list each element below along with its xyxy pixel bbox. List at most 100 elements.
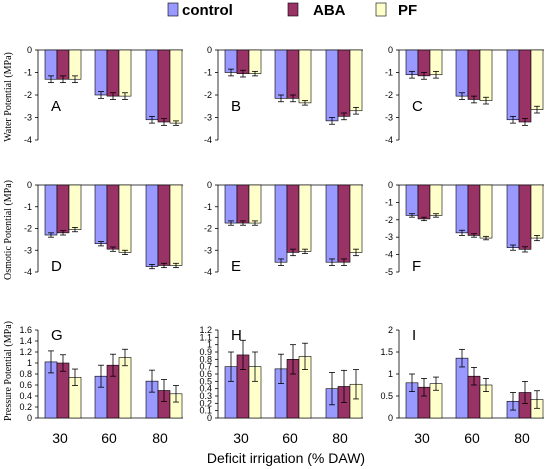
bar-aba-30: [56, 184, 70, 234]
bar-pf-60: [118, 357, 132, 419]
y-tick-label: -2: [204, 90, 212, 100]
x-cat-80-col1: 80: [152, 430, 168, 446]
y-tick-label: 0.6: [199, 369, 212, 379]
y-tick-label: -1: [204, 202, 212, 212]
legend-swatch-aba: [287, 2, 299, 17]
bar-control-80: [325, 49, 339, 122]
panel-letter-a: A: [51, 98, 61, 115]
bar-pf-80: [169, 184, 183, 266]
bar-control-60: [94, 184, 108, 245]
panel-letter-f: F: [412, 258, 421, 275]
y-tick-label: 1: [207, 340, 212, 350]
bar-control-80: [506, 184, 520, 248]
y-tick-label: 1.2: [19, 347, 32, 357]
y-tick-label: 0.8: [199, 354, 212, 364]
y-tick-label: -2: [385, 215, 393, 225]
bar-aba-80: [518, 184, 532, 250]
y-tick-label: -1: [385, 197, 393, 207]
panel-letter-c: C: [412, 98, 423, 115]
ylabel-osmotic-potential: Osmotic Potential (MPa): [3, 180, 14, 280]
bar-pf-80: [530, 49, 544, 110]
bar-pf-60: [118, 49, 132, 97]
y-tick-label: -3: [24, 245, 32, 255]
y-tick-label: -4: [204, 267, 212, 277]
y-tick-label: 0.5: [199, 376, 212, 386]
bar-aba-80: [337, 49, 351, 117]
bar-aba-80: [157, 49, 171, 123]
bar-pf-80: [349, 49, 363, 112]
legend-label-pf: PF: [398, 2, 417, 19]
bar-control-80: [145, 49, 159, 121]
y-tick-label: 0: [27, 180, 32, 190]
y-tick-label: 0.2: [199, 398, 212, 408]
legend-swatch-pf: [375, 2, 387, 17]
panel-b: 0 -1 -2 -3 -4 B: [204, 45, 363, 145]
bar-aba-60: [286, 49, 300, 99]
y-tick-label: -2: [204, 224, 212, 234]
y-tick-label: 0.4: [19, 391, 32, 401]
bar-control-80: [145, 184, 159, 267]
y-tick-label: -2: [24, 224, 32, 234]
bar-control-30: [405, 184, 419, 216]
y-tick-label: 0.1: [199, 406, 212, 416]
y-tick-label: -4: [385, 135, 393, 145]
x-cat-60-col2: 60: [282, 430, 298, 446]
y-tick-label: 0: [207, 413, 212, 423]
y-tick-label: 0.4: [199, 384, 212, 394]
y-tick-label: -5: [385, 267, 393, 277]
y-tick-label: 0: [207, 180, 212, 190]
bar-pf-30: [68, 49, 82, 80]
y-tick-label: 0: [207, 45, 212, 55]
panel-a: 0 -1 -2 -3 -4 A: [24, 45, 183, 145]
bar-control-80: [506, 49, 520, 121]
y-tick-label: -4: [204, 135, 212, 145]
y-tick-label: 1: [27, 358, 32, 368]
bar-control-80: [325, 184, 339, 263]
bar-control-60: [274, 184, 288, 263]
x-cat-30-col1: 30: [52, 430, 68, 446]
y-tick-label: -3: [385, 232, 393, 242]
bar-control-30: [44, 184, 58, 236]
bar-pf-30: [429, 184, 443, 216]
x-category-labels: 30 60 80 30 60 80 30 60 80: [52, 430, 530, 446]
y-tick-label: -1: [204, 68, 212, 78]
bar-pf-30: [248, 49, 262, 74]
y-tick-label: 0.8: [19, 369, 32, 379]
bar-aba-80: [518, 49, 532, 123]
ylabel-pressure-potential: Pressure Potential (MPa): [3, 321, 14, 421]
bar-aba-60: [106, 184, 120, 250]
panel-letter-h: H: [231, 327, 242, 344]
y-tick-label: -4: [385, 250, 393, 260]
panel-c: 0 -1 -2 -3 -4 C: [385, 45, 544, 145]
y-tick-label: 2: [388, 325, 393, 335]
bar-control-30: [44, 49, 58, 80]
y-tick-label: -2: [385, 90, 393, 100]
panel-i: 0 0.5 1 1.5 2 I: [380, 325, 544, 423]
y-tick-label: 1.2: [199, 325, 212, 335]
y-tick-label: -2: [24, 90, 32, 100]
y-tick-label: -4: [24, 267, 32, 277]
y-tick-label: 0.9: [199, 347, 212, 357]
bar-pf-80: [530, 184, 544, 239]
bar-aba-60: [467, 49, 481, 100]
y-tick-label: 0: [388, 180, 393, 190]
panels: 0 -1 -2 -3 -4 A 0 -1 -2 -3 -4 B 0 -1 -2 -3 -4 C 0 -1 -2 -3 -4 D…: [19, 45, 544, 423]
panel-letter-e: E: [231, 258, 241, 275]
x-cat-80-col3: 80: [514, 430, 530, 446]
panel-letter-d: D: [51, 258, 62, 275]
bar-pf-80: [169, 49, 183, 124]
bar-pf-60: [298, 49, 312, 104]
bar-pf-60: [479, 49, 493, 101]
bar-pf-60: [479, 184, 493, 239]
bar-control-60: [94, 49, 108, 96]
y-tick-label: 0: [388, 45, 393, 55]
y-tick-label: -4: [24, 135, 32, 145]
y-tick-label: -3: [24, 113, 32, 123]
y-tick-label: 1: [388, 369, 393, 379]
y-tick-label: -3: [385, 113, 393, 123]
bar-pf-80: [349, 184, 363, 253]
bar-aba-30: [236, 184, 250, 224]
bar-aba-60: [106, 49, 120, 97]
y-tick-label: 1.4: [19, 336, 32, 346]
